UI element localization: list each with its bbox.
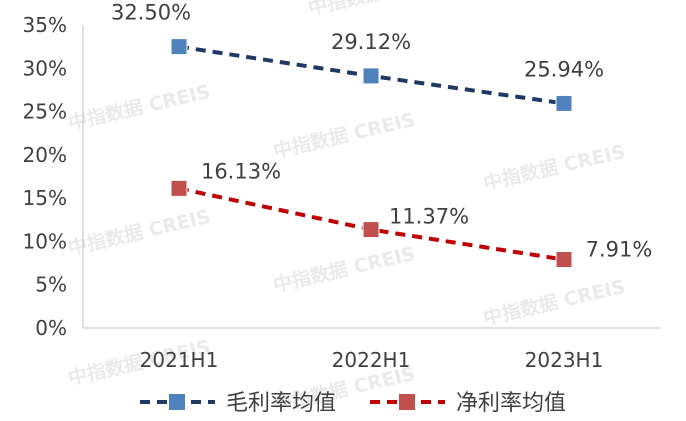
watermark-text: 中指数据 CREIS xyxy=(481,275,627,330)
data-point-marker xyxy=(362,221,380,239)
x-tick-label: 2021H1 xyxy=(140,348,219,372)
y-tick-label: 0% xyxy=(35,316,67,340)
watermark-text: 中指数据 CREIS xyxy=(481,140,627,195)
legend-label: 净利率均值 xyxy=(456,391,566,416)
series-layer: 32.50% 29.12% 25.94% 16.13% 11.37% 7.91% xyxy=(111,1,653,269)
data-label: 32.50% xyxy=(111,1,191,25)
y-tick-label: 10% xyxy=(23,229,67,253)
y-tick-label: 30% xyxy=(23,56,67,80)
y-tick-label: 20% xyxy=(23,143,67,167)
data-label: 11.37% xyxy=(389,205,469,229)
x-tick-label: 2023H1 xyxy=(525,348,604,372)
legend-label: 毛利率均值 xyxy=(226,391,336,416)
watermark-text: 中指数据 CREIS xyxy=(66,205,212,260)
legend-marker xyxy=(399,394,415,410)
data-point-marker xyxy=(362,67,380,85)
data-label: 25.94% xyxy=(524,57,604,81)
x-axis: 2021H1 2022H1 2023H1 xyxy=(83,327,660,372)
watermark-text: 中指数据 CREIS xyxy=(66,80,212,135)
data-label: 7.91% xyxy=(586,238,653,262)
y-tick-label: 15% xyxy=(23,186,67,210)
x-tick-label: 2022H1 xyxy=(332,348,411,372)
data-point-marker xyxy=(170,179,188,197)
legend-marker xyxy=(169,394,185,410)
data-label: 16.13% xyxy=(201,159,281,183)
y-axis: 0% 5% 10% 15% 20% 25% 30% 35% xyxy=(23,13,84,340)
data-point-marker xyxy=(170,38,188,56)
legend: 毛利率均值 净利率均值 xyxy=(140,391,566,416)
y-tick-label: 35% xyxy=(23,13,67,37)
data-point-marker xyxy=(555,94,573,112)
watermark-text: 中指数据 CREIS xyxy=(306,0,452,20)
y-tick-label: 5% xyxy=(35,273,67,297)
watermark-text: 中指数据 CREIS xyxy=(271,242,417,297)
watermark-text: 中指数据 CREIS xyxy=(271,108,417,163)
data-label: 29.12% xyxy=(331,30,411,54)
data-point-marker xyxy=(555,251,573,269)
y-tick-label: 25% xyxy=(23,100,67,124)
